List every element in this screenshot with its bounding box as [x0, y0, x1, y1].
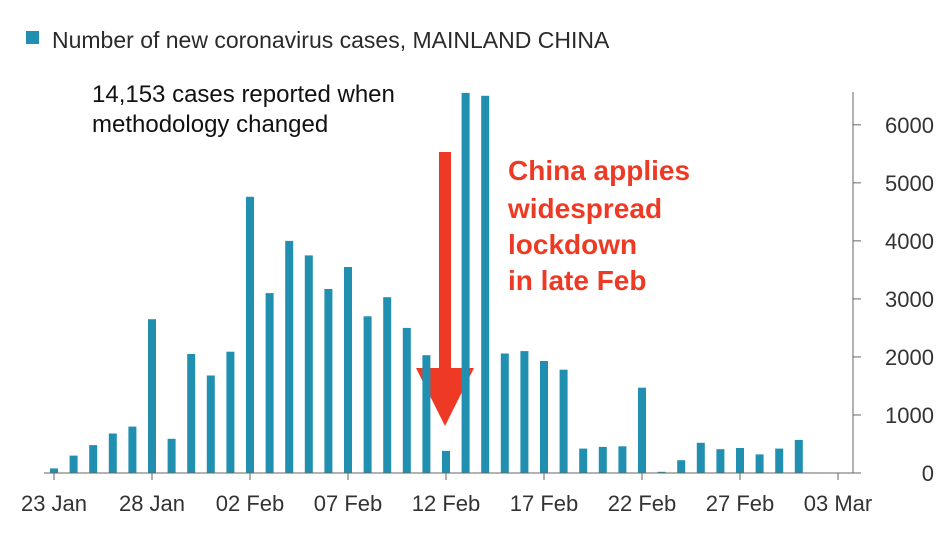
methodology-annotation-line1: 14,153 cases reported when: [92, 81, 395, 108]
bar-17-feb: [540, 361, 548, 473]
y-tick-label: 3000: [885, 287, 934, 312]
bar-25-feb: [696, 442, 705, 473]
bar-23-jan: [50, 468, 58, 473]
y-tick-label: 6000: [885, 113, 934, 138]
x-tick-label: 02 Feb: [216, 491, 285, 516]
bar-26-feb: [716, 449, 725, 473]
y-tick-label: 5000: [885, 171, 934, 196]
bar-13-feb: [461, 92, 470, 474]
bar-04-feb: [285, 240, 294, 473]
bar-10-feb: [402, 327, 411, 473]
legend-label: Number of new coronavirus cases, MAINLAN…: [52, 27, 610, 53]
x-tick-label: 27 Feb: [706, 491, 775, 516]
bar-29-jan: [167, 438, 176, 473]
bar-03-feb: [265, 293, 274, 473]
y-tick-label: 2000: [885, 345, 934, 370]
bar-12-feb: [442, 450, 450, 473]
bar-01-feb: [226, 351, 235, 473]
bar-06-feb: [324, 289, 333, 473]
x-tick-label: 07 Feb: [314, 491, 383, 516]
bar-28-jan: [148, 319, 156, 473]
lockdown-annotation-line3: lockdown: [508, 229, 637, 260]
bar-16-feb: [520, 351, 529, 473]
bar-02-feb: [246, 196, 254, 474]
bar-14-feb: [481, 95, 490, 474]
y-tick-label: 4000: [885, 229, 934, 254]
methodology-annotation-line2: methodology changed: [92, 111, 328, 138]
bar-20-feb: [598, 446, 607, 473]
lockdown-annotation-line4: in late Feb: [508, 265, 646, 296]
bar-19-feb: [579, 448, 588, 473]
legend-swatch: [26, 31, 39, 44]
y-tick-label: 1000: [885, 403, 934, 428]
bar-25-jan: [89, 445, 98, 473]
x-tick-label: 22 Feb: [608, 491, 677, 516]
x-tick-label: 03 Mar: [804, 491, 872, 516]
bar-07-feb: [344, 267, 352, 473]
bar-18-feb: [559, 369, 568, 473]
bar-21-feb: [618, 446, 627, 473]
bar-09-feb: [383, 297, 392, 473]
bar-29-feb: [775, 448, 784, 473]
bar-11-feb: [422, 355, 431, 473]
x-tick-label: 17 Feb: [510, 491, 579, 516]
lockdown-annotation-line2: widespread: [507, 193, 662, 224]
bar-28-feb: [755, 454, 764, 473]
x-tick-label: 23 Jan: [21, 491, 87, 516]
bar-27-feb: [736, 448, 744, 473]
bar-24-jan: [69, 455, 78, 473]
x-tick-label: 12 Feb: [412, 491, 481, 516]
bar-22-feb: [638, 387, 646, 473]
bar-15-feb: [500, 353, 509, 473]
x-tick-label: 28 Jan: [119, 491, 185, 516]
bar-27-jan: [128, 426, 137, 473]
bar-26-jan: [108, 433, 117, 473]
bar-23-feb: [657, 471, 666, 473]
bar-01-mar: [794, 439, 803, 473]
bar-31-jan: [206, 375, 215, 473]
lockdown-annotation-line1: China applies: [508, 155, 690, 186]
bar-30-jan: [187, 354, 196, 473]
bar-24-feb: [677, 460, 686, 473]
lockdown-arrow: [416, 152, 474, 426]
bar-05-feb: [304, 255, 313, 473]
y-tick-label: 0: [922, 461, 934, 486]
bar-08-feb: [363, 316, 372, 473]
